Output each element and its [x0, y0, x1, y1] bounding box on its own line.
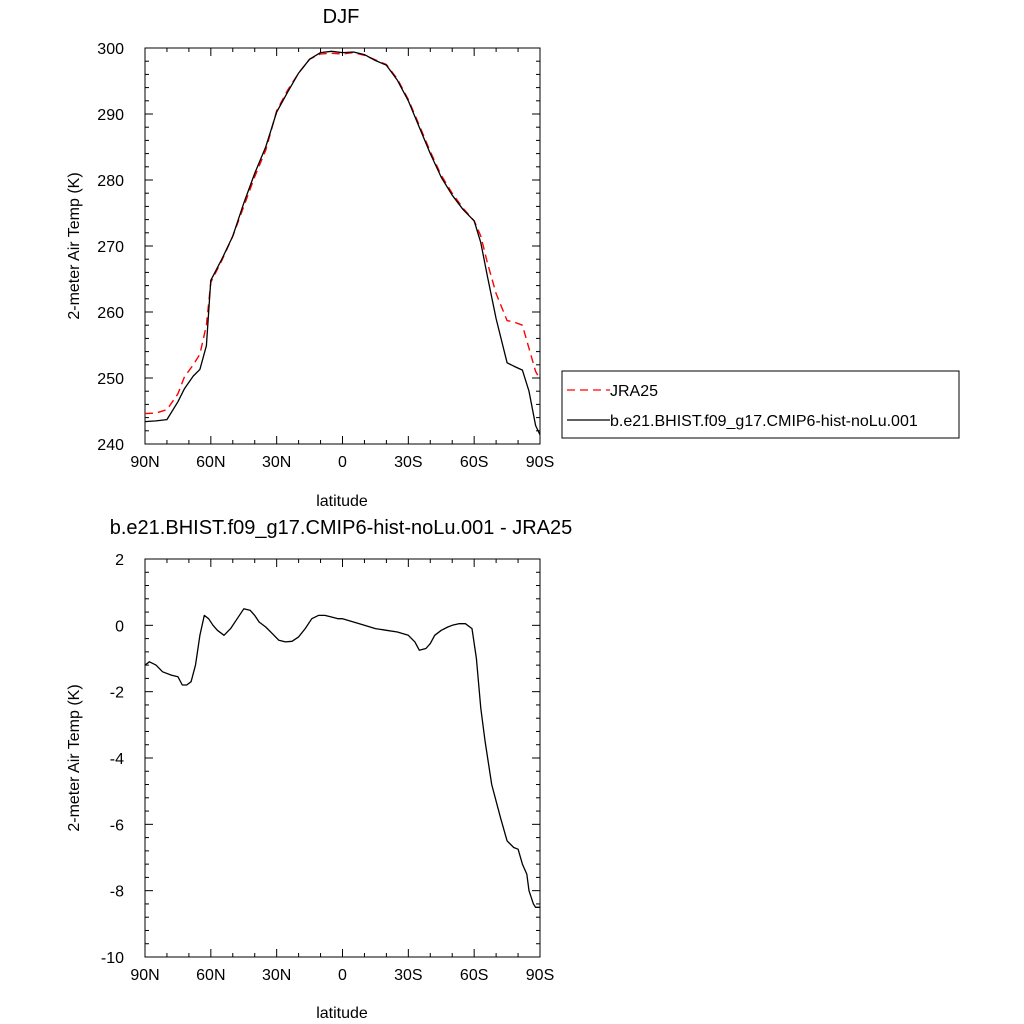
x-tick-label: 90S: [526, 454, 554, 471]
legend-box: [561, 370, 960, 439]
series-layer: [144, 608, 540, 908]
series-layer: [144, 50, 541, 436]
y-axis-label: 2-meter Air Temp (K): [66, 684, 83, 831]
djf-line-chart: DJF 90N 60N 30N 0 30S 60S 90S 240 250 260 270 280 29…: [66, 6, 554, 510]
x-tick-label: 60N: [196, 454, 225, 471]
plot-frame: [144, 47, 541, 445]
y-tick-label: 300: [97, 41, 124, 58]
legend-label-jra25: JRA25: [610, 383, 658, 400]
x-axis-label: latitude: [316, 1005, 368, 1022]
difference-line-chart: b.e21.BHIST.f09_g17.CMIP6-hist-noLu.001 …: [66, 517, 572, 1022]
x-tick-label: 30N: [262, 454, 291, 471]
y-tick-label: -8: [110, 884, 124, 901]
x-tick-label: 60S: [460, 454, 488, 471]
y-tick-label: 240: [97, 437, 124, 454]
x-tick-label: 60S: [460, 967, 488, 984]
y-tick-label: -2: [110, 685, 124, 702]
legend-label-model: b.e21.BHIST.f09_g17.CMIP6-hist-noLu.001: [610, 413, 918, 430]
y-tick-label: 290: [97, 107, 124, 124]
axis-ticks: 90N 60N 30N 0 30S 60S 90S -10 -8 -6 -4 -2 0 2: [101, 552, 554, 984]
x-tick-label: 90N: [130, 454, 159, 471]
x-tick-label: 90S: [526, 967, 554, 984]
x-tick-label: 60N: [196, 967, 225, 984]
chart-title: DJF: [323, 6, 360, 28]
y-axis-label: 2-meter Air Temp (K): [66, 172, 83, 319]
y-tick-label: -10: [101, 950, 124, 967]
series-line-jra25: [144, 51, 541, 415]
y-tick-label: 280: [97, 173, 124, 190]
y-tick-label: 250: [97, 371, 124, 388]
legend: JRA25 b.e21.BHIST.f09_g17.CMIP6-hist-noL…: [561, 370, 960, 439]
y-tick-label: 260: [97, 305, 124, 322]
chart-title: b.e21.BHIST.f09_g17.CMIP6-hist-noLu.001 …: [110, 517, 572, 539]
y-tick-label: 0: [115, 618, 124, 635]
x-axis-label: latitude: [316, 493, 368, 510]
series-line-model: [144, 608, 540, 908]
x-tick-label: 0: [338, 967, 347, 984]
x-tick-label: 30N: [262, 967, 291, 984]
x-tick-label: 30S: [394, 454, 422, 471]
y-tick-label: 2: [115, 552, 124, 569]
y-tick-label: -6: [110, 817, 124, 834]
x-tick-label: 90N: [130, 967, 159, 984]
y-tick-label: -4: [110, 751, 124, 768]
series-line-model: [144, 50, 541, 436]
x-tick-label: 30S: [394, 967, 422, 984]
y-tick-label: 270: [97, 239, 124, 256]
x-tick-label: 0: [338, 454, 347, 471]
